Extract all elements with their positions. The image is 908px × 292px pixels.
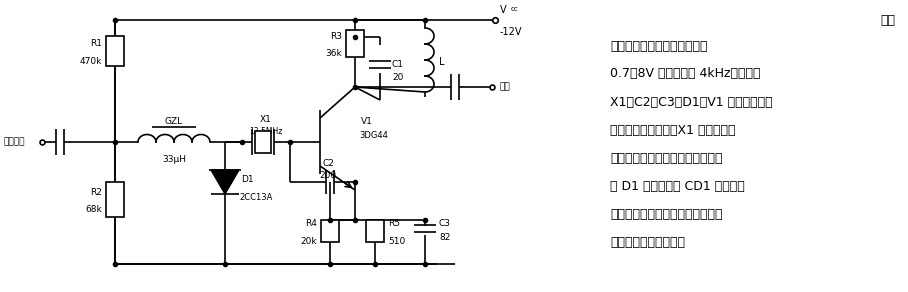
Text: V: V [500, 5, 507, 15]
Text: 33μH: 33μH [162, 156, 186, 164]
Text: C2: C2 [322, 159, 334, 168]
Text: GZL: GZL [165, 117, 183, 126]
Text: 20: 20 [392, 72, 403, 81]
Text: C1: C1 [392, 60, 404, 69]
Text: cc: cc [511, 6, 518, 12]
Text: V1: V1 [361, 117, 373, 126]
Text: R1: R1 [90, 39, 102, 48]
Text: X1、C2、C3、D1、V1 等组成改进型: X1、C2、C3、D1、V1 等组成改进型 [610, 95, 773, 109]
Text: 输出: 输出 [499, 83, 509, 91]
Text: R3: R3 [330, 32, 342, 41]
Text: 调制信号: 调制信号 [3, 138, 25, 147]
Bar [366, 220, 384, 242]
Text: 电容三点式振荡器，X1 呜感性。可: 电容三点式振荡器，X1 呜感性。可 [610, 124, 735, 136]
Bar [255, 131, 271, 153]
Text: X1: X1 [260, 116, 271, 124]
Bar [106, 36, 124, 66]
Text: 化，因此振荡器的频率也随调制电: 化，因此振荡器的频率也随调制电 [610, 208, 723, 220]
Text: 压而改变，实现调频。: 压而改变，实现调频。 [610, 236, 685, 248]
Text: 3DG44: 3DG44 [359, 131, 388, 140]
Bar [106, 182, 124, 217]
Text: 68k: 68k [85, 205, 102, 214]
Text: R4: R4 [305, 220, 317, 229]
Text: 0.7～8V 时，频偏达 4kHz。电路中: 0.7～8V 时，频偏达 4kHz。电路中 [610, 67, 761, 81]
Text: L: L [439, 57, 445, 67]
Text: 见，当调制电压变化时，变容二极: 见，当调制电压变化时，变容二极 [610, 152, 723, 164]
Text: 36k: 36k [325, 49, 342, 58]
Text: 200: 200 [320, 171, 337, 180]
Text: 采用: 采用 [880, 13, 895, 27]
Text: R2: R2 [90, 188, 102, 197]
Text: 20k: 20k [301, 237, 317, 246]
Text: 470k: 470k [80, 56, 102, 65]
Text: 82: 82 [439, 234, 450, 242]
Text: C3: C3 [439, 220, 451, 229]
Text: 13.5MHz: 13.5MHz [250, 128, 282, 136]
Text: D1: D1 [241, 175, 253, 185]
Bar [346, 30, 364, 57]
Text: 二倍频工作。调制电压幅度从: 二倍频工作。调制电压幅度从 [610, 39, 707, 53]
Text: R5: R5 [388, 220, 400, 229]
Text: -12V: -12V [500, 27, 522, 37]
Text: 2CC13A: 2CC13A [239, 192, 272, 201]
Text: 管 D1 的等效电容 CD1 也随之变: 管 D1 的等效电容 CD1 也随之变 [610, 180, 745, 192]
Text: 510: 510 [388, 237, 405, 246]
Polygon shape [211, 170, 239, 194]
Bar [321, 220, 339, 242]
